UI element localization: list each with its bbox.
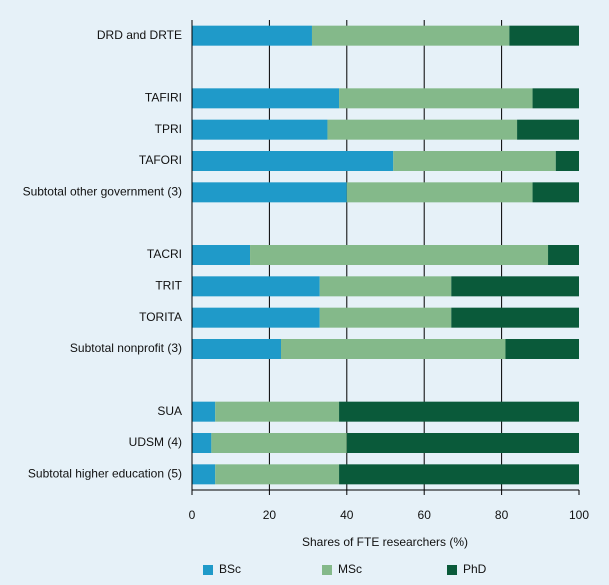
bar-segment — [192, 182, 347, 203]
x-tick-label: 60 — [418, 508, 432, 522]
bar-segment — [339, 88, 533, 109]
bar-segment — [192, 119, 328, 140]
legend-swatch — [203, 565, 213, 575]
bar-segment — [451, 276, 579, 297]
bar-segment — [509, 25, 579, 46]
legend-label: BSc — [219, 562, 241, 576]
bar-segment — [192, 25, 312, 46]
y-tick-label: UDSM (4) — [129, 435, 182, 449]
bar-segment — [192, 433, 212, 453]
bar-segment — [555, 151, 579, 171]
x-tick-label: 100 — [569, 508, 589, 522]
bar-segment — [192, 401, 216, 422]
bar-segment — [192, 307, 320, 328]
legend-swatch — [447, 565, 457, 575]
bar-segment — [319, 307, 452, 328]
bar-segment — [505, 339, 579, 359]
bar-segment — [451, 307, 579, 328]
bar-segment — [192, 464, 216, 485]
bar-segment — [192, 88, 340, 109]
y-tick-label: Subtotal nonprofit (3) — [70, 341, 182, 355]
bar-segment — [532, 182, 579, 203]
y-tick-label: TAFIRI — [145, 91, 182, 105]
y-tick-label: DRD and DRTE — [97, 28, 182, 42]
y-tick-label: TRIT — [155, 279, 182, 293]
bar-segment — [215, 401, 340, 422]
bar-segment — [532, 88, 579, 109]
x-tick-label: 40 — [340, 508, 354, 522]
bar-segment — [548, 245, 579, 265]
bar-segment — [281, 339, 506, 359]
x-tick-label: 20 — [263, 508, 277, 522]
bar-segment — [215, 464, 340, 485]
bar-segment — [311, 25, 510, 46]
bar-segment — [192, 245, 251, 265]
y-tick-label: Subtotal higher education (5) — [28, 467, 182, 481]
bar-segment — [319, 276, 452, 297]
y-tick-label: TPRI — [155, 122, 182, 136]
bar-segment — [517, 119, 579, 140]
legend-swatch — [322, 565, 332, 575]
x-tick-label: 0 — [189, 508, 196, 522]
bar-segment — [393, 151, 556, 171]
bar-segment — [346, 182, 533, 203]
bar-segment — [339, 401, 579, 422]
y-tick-label: TACRI — [147, 247, 182, 261]
bar-segment — [346, 433, 579, 453]
y-tick-label: TAFORI — [139, 153, 182, 167]
x-tick-label: 80 — [495, 508, 509, 522]
bar-segment — [192, 276, 320, 297]
legend-label: MSc — [338, 562, 362, 576]
bar-segment — [327, 119, 518, 140]
bar-segment — [339, 464, 579, 485]
legend-label: PhD — [463, 562, 487, 576]
x-axis-label: Shares of FTE researchers (%) — [302, 535, 468, 549]
y-tick-label: Subtotal other government (3) — [23, 185, 182, 199]
y-tick-label: TORITA — [139, 310, 182, 324]
bar-segment — [192, 339, 282, 359]
bar-segment — [250, 245, 549, 265]
y-tick-label: SUA — [157, 404, 182, 418]
bar-segment — [211, 433, 347, 453]
bar-segment — [192, 151, 394, 171]
